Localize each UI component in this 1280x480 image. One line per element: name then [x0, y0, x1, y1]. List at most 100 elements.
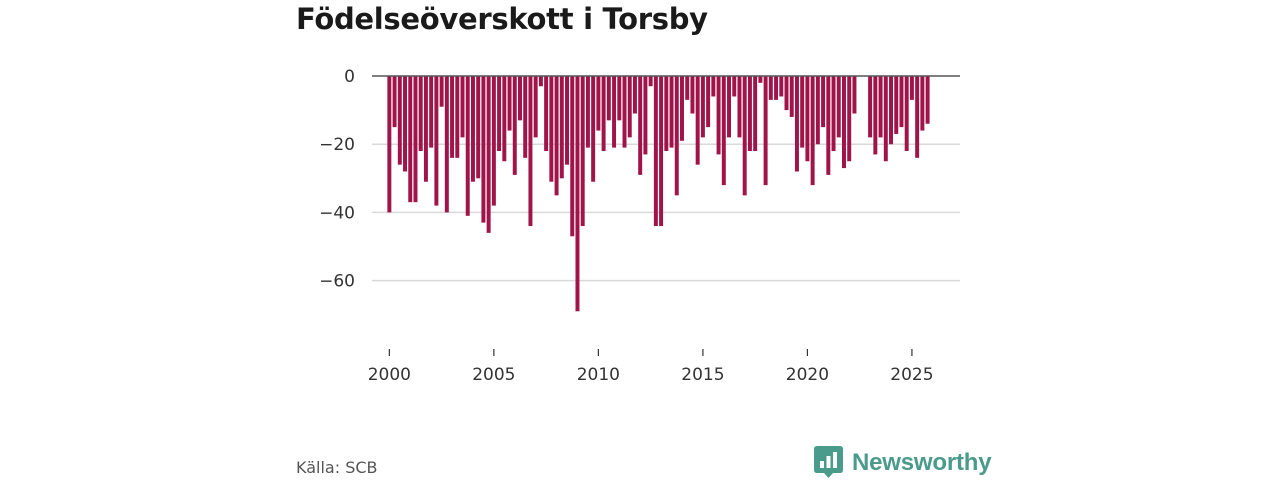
y-tick-label: −20 [319, 135, 355, 155]
bar [444, 76, 449, 213]
bar [544, 76, 549, 152]
bar [920, 76, 925, 131]
bar [685, 76, 690, 100]
bar [617, 76, 622, 121]
bar [502, 76, 507, 162]
bar [387, 76, 392, 213]
bar [779, 76, 784, 97]
bar [737, 76, 742, 138]
bar [747, 76, 752, 152]
bar [831, 76, 836, 152]
bar [669, 76, 674, 148]
bar [716, 76, 721, 155]
bar [643, 76, 648, 155]
bar [612, 76, 617, 148]
bar [565, 76, 570, 165]
bar [700, 76, 705, 138]
bar [727, 76, 732, 138]
bar [674, 76, 679, 196]
bar [915, 76, 920, 158]
bar [659, 76, 664, 227]
bar [596, 76, 601, 131]
bar [753, 76, 758, 152]
bar [491, 76, 496, 206]
bar [606, 76, 611, 121]
bar [465, 76, 470, 216]
y-tick-label: −40 [319, 203, 355, 223]
bar [460, 76, 465, 138]
bar [455, 76, 460, 158]
bar [481, 76, 486, 223]
bar [889, 76, 894, 145]
bar [789, 76, 794, 117]
bar [470, 76, 475, 182]
chart-title: Födelseöverskott i Torsby [296, 2, 708, 36]
bar [523, 76, 528, 158]
bar [711, 76, 716, 97]
bar [894, 76, 899, 134]
bar [826, 76, 831, 175]
bar [768, 76, 773, 100]
bar [794, 76, 799, 172]
bar [784, 76, 789, 111]
bar [836, 76, 841, 138]
bar [821, 76, 826, 128]
bar [815, 76, 820, 145]
x-tick-label: 2020 [786, 365, 829, 385]
bar [852, 76, 857, 114]
bar [538, 76, 543, 87]
brand-logo: Newsworthy [814, 446, 992, 479]
bar [533, 76, 538, 138]
x-tick-label: 2025 [890, 365, 933, 385]
bar [627, 76, 632, 138]
bar [413, 76, 418, 203]
bar [591, 76, 596, 182]
bar [810, 76, 815, 186]
bar [554, 76, 559, 196]
bar [873, 76, 878, 155]
bar [664, 76, 669, 152]
bar [925, 76, 930, 124]
brand-name: Newsworthy [852, 448, 992, 476]
bar [549, 76, 554, 182]
bar [732, 76, 737, 97]
bar [904, 76, 909, 152]
bar [518, 76, 522, 121]
bar [800, 76, 805, 148]
bar [575, 76, 580, 312]
bar [690, 76, 695, 114]
bar [847, 76, 852, 162]
bar [763, 76, 768, 186]
bar [429, 76, 434, 148]
bar [439, 76, 444, 107]
x-axis-ticks: 2000 2005 2010 2015 2020 2025 [368, 349, 934, 385]
bar [883, 76, 888, 162]
bar [842, 76, 846, 169]
bar [397, 76, 402, 165]
bar [774, 76, 779, 100]
bar [559, 76, 564, 179]
bar [878, 76, 883, 138]
bar [638, 76, 643, 175]
bar [434, 76, 439, 206]
bar [680, 76, 684, 141]
bar [570, 76, 575, 237]
bar [476, 76, 481, 179]
bar [742, 76, 747, 196]
bar [899, 76, 904, 128]
bar [408, 76, 413, 203]
bar [418, 76, 423, 152]
newsworthy-logo-icon [814, 446, 843, 478]
bar [648, 76, 653, 87]
bar [695, 76, 700, 165]
gridlines [372, 143, 960, 282]
y-tick-label: 0 [344, 67, 355, 87]
bar [805, 76, 810, 162]
bar [392, 76, 397, 128]
bar [758, 76, 763, 83]
x-tick-label: 2000 [368, 365, 411, 385]
bar [403, 76, 408, 172]
bars [387, 76, 930, 312]
bar [450, 76, 455, 158]
